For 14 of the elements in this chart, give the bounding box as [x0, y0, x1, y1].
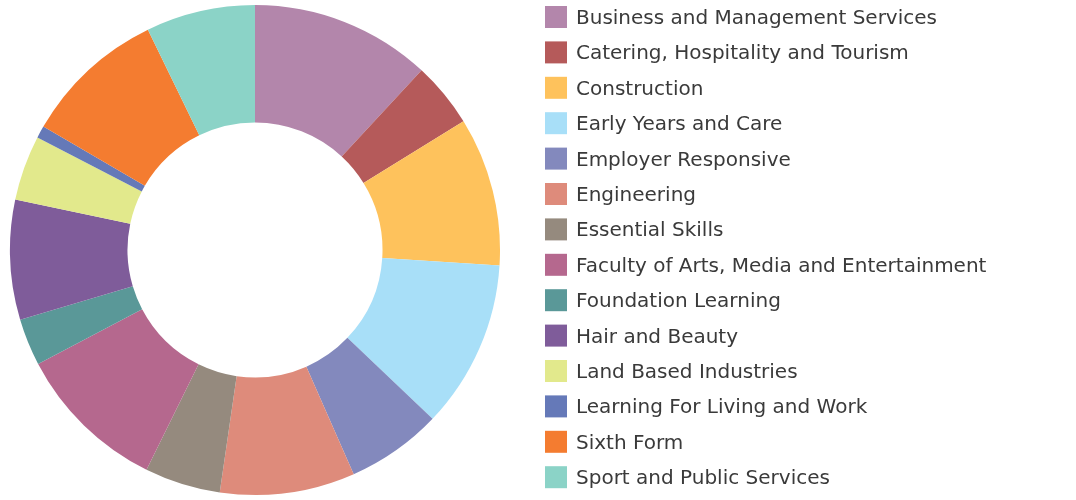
legend-label: Business and Management Services	[576, 5, 937, 29]
legend-label: Faculty of Arts, Media and Entertainment	[576, 252, 987, 277]
legend-label: Hair and Beauty	[576, 323, 739, 348]
legend-label: Construction	[576, 75, 704, 100]
legend-label: Employer Responsive	[576, 146, 791, 171]
legend-label: Catering, Hospitality and Tourism	[576, 40, 909, 65]
legend-label: Engineering	[576, 182, 696, 206]
legend-label: Learning For Living and Work	[576, 394, 868, 419]
legend-label: Land Based Industries	[576, 359, 798, 383]
legend-label: Essential Skills	[576, 217, 724, 242]
legend-label: Sixth Form	[576, 429, 684, 454]
legend-label: Early Years and Care	[576, 111, 783, 136]
legend-label: Sport and Public Services	[576, 465, 830, 490]
legend-label: Foundation Learning	[576, 288, 781, 313]
